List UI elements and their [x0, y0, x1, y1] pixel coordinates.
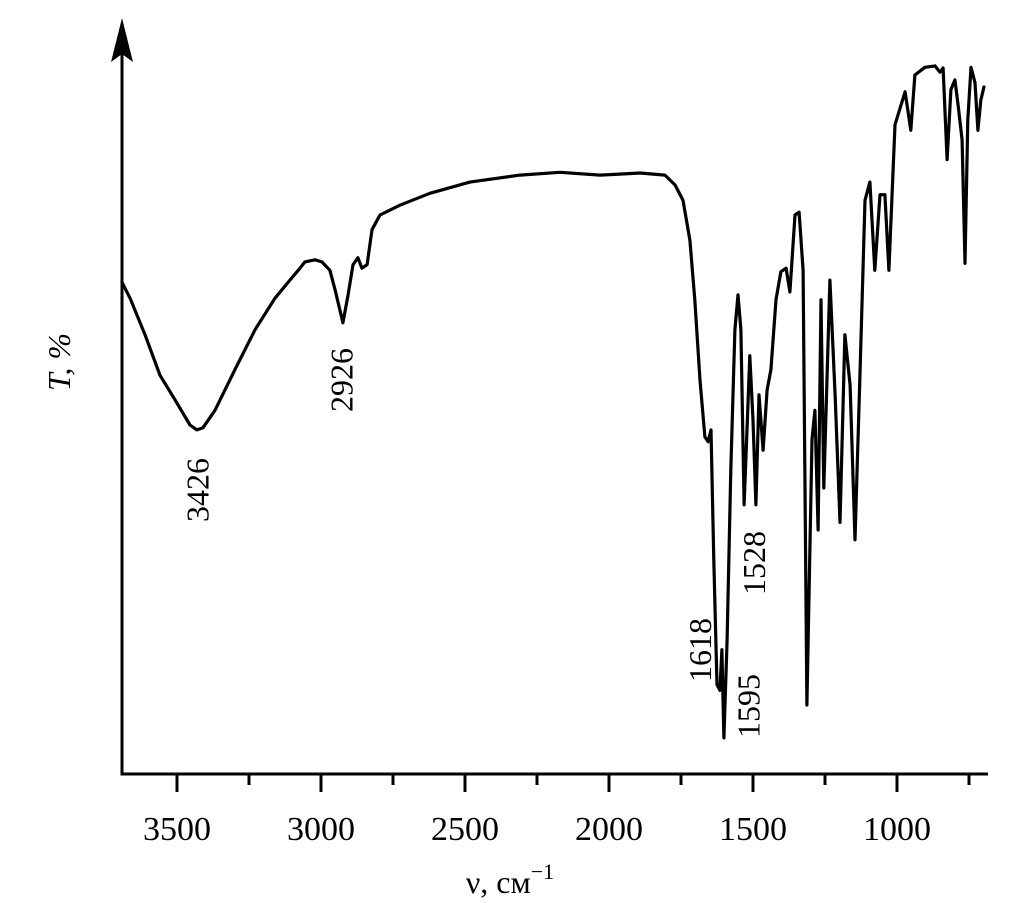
x-tick-label: 3000 — [287, 811, 355, 848]
x-axis-title-main: ν, см — [466, 864, 531, 900]
x-tick-label: 1500 — [719, 811, 787, 848]
peak-label-1618: 1618 — [682, 618, 718, 682]
x-axis-title: ν, см−1 — [466, 859, 554, 900]
x-tick-label: 2500 — [431, 811, 499, 848]
peak-label-2926: 2926 — [323, 348, 359, 412]
peak-label-1595: 1595 — [731, 674, 767, 738]
y-axis-title: T, % — [41, 333, 77, 391]
y-axis-arrow-icon — [111, 18, 133, 62]
peak-label-3426: 3426 — [179, 458, 215, 522]
x-tick-label: 1000 — [863, 811, 931, 848]
x-axis-title-superscript: −1 — [531, 859, 554, 884]
x-tick-label: 2000 — [575, 811, 643, 848]
x-tick-labels: 3500 3000 2500 2000 1500 1000 — [143, 811, 931, 848]
x-tick-label: 3500 — [143, 811, 211, 848]
peak-label-1528: 1528 — [736, 531, 772, 595]
spectrum-line — [120, 64, 986, 740]
x-ticks — [175, 774, 971, 792]
peak-annotations: 3426 2926 1618 1595 1528 — [179, 348, 772, 738]
